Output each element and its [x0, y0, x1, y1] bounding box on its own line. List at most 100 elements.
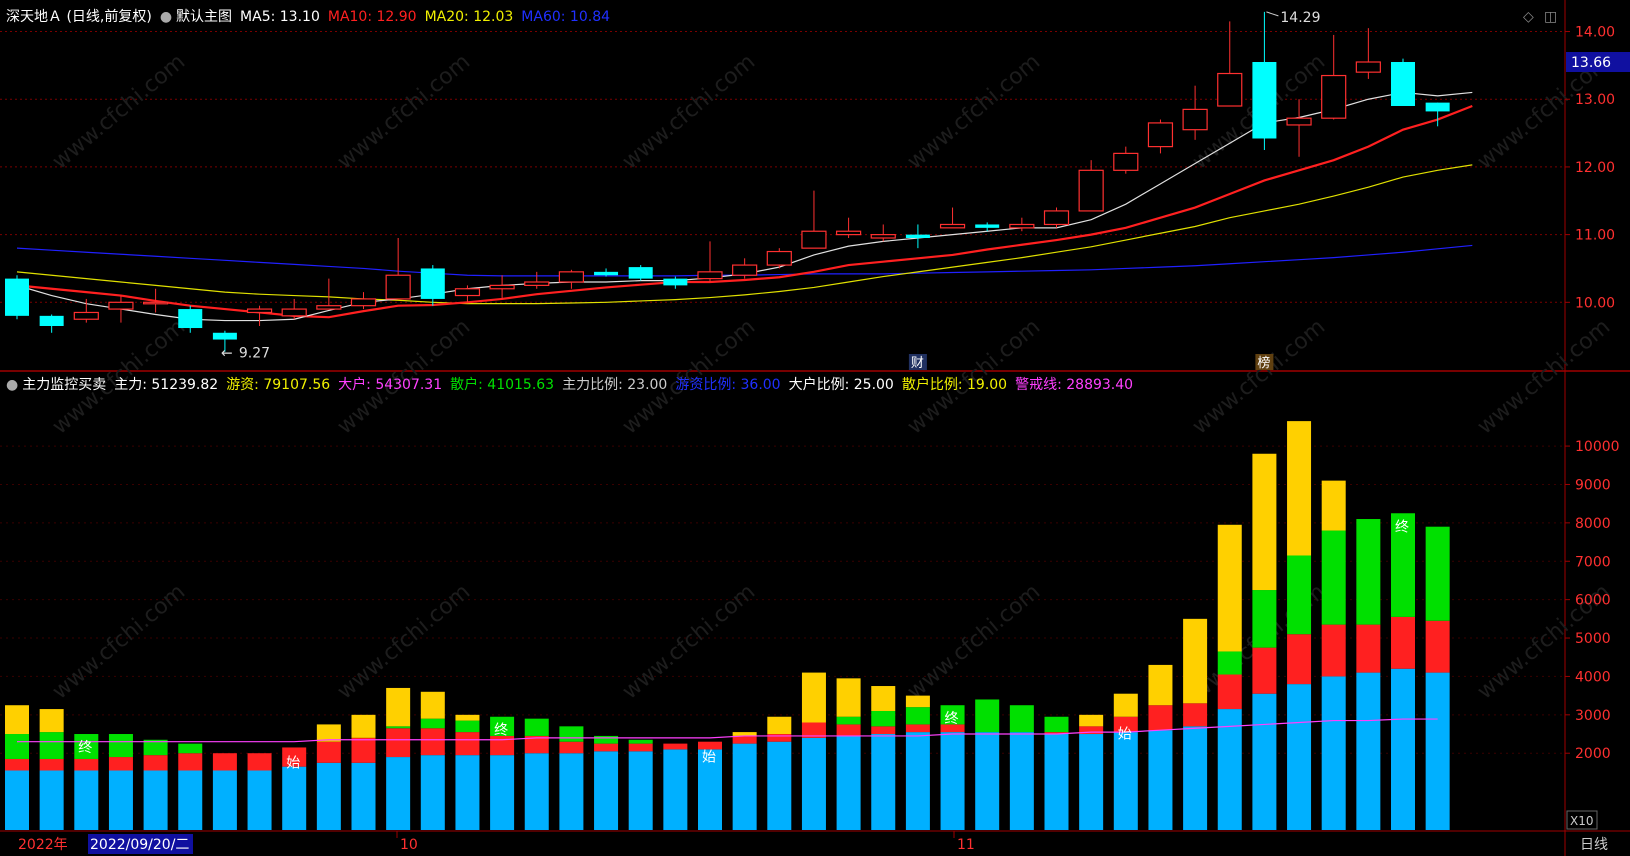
bar-segment-green[interactable] — [1425, 526, 1450, 621]
bar-segment-base[interactable] — [940, 732, 965, 830]
candle-body-down[interactable] — [975, 224, 1000, 228]
bar-segment-green[interactable] — [940, 705, 965, 725]
candle-body-up[interactable] — [454, 288, 481, 297]
bar-segment-red[interactable] — [663, 743, 688, 750]
template-circle-icon[interactable]: ● — [159, 9, 173, 25]
bar-segment-yellow[interactable] — [455, 714, 480, 721]
bar-segment-yellow[interactable] — [386, 687, 411, 727]
bar-segment-red[interactable] — [490, 735, 515, 756]
candle-body-up[interactable] — [732, 264, 758, 276]
bar-segment-green[interactable] — [108, 734, 133, 758]
event-tag-box[interactable] — [1255, 354, 1274, 370]
bar-segment-base[interactable] — [732, 743, 757, 830]
bar-segment-red[interactable] — [5, 758, 29, 771]
candle-body-up[interactable] — [1217, 72, 1243, 107]
bar-segment-green[interactable] — [1356, 519, 1381, 625]
bar-segment-base[interactable] — [282, 766, 307, 830]
bar-segment-green[interactable] — [871, 710, 896, 727]
bar-segment-red[interactable] — [282, 747, 307, 767]
bar-segment-red[interactable] — [143, 755, 168, 771]
candle-body-up[interactable] — [1182, 108, 1208, 131]
bar-segment-green[interactable] — [1287, 555, 1312, 635]
bar-segment-red[interactable] — [212, 753, 237, 771]
candle-body-down[interactable] — [663, 278, 688, 286]
bar-segment-red[interactable] — [1044, 732, 1069, 735]
bar-segment-base[interactable] — [143, 770, 168, 830]
bar-segment-green[interactable] — [178, 743, 203, 754]
bar-segment-red[interactable] — [39, 758, 64, 771]
bar-segment-base[interactable] — [767, 741, 792, 830]
template-label[interactable]: 默认主图 — [176, 9, 233, 25]
bar-segment-red[interactable] — [1287, 634, 1312, 685]
bar-segment-base[interactable] — [420, 755, 445, 830]
bar-segment-green[interactable] — [420, 718, 445, 729]
bar-segment-red[interactable] — [420, 728, 445, 756]
bar-segment-base[interactable] — [871, 734, 896, 830]
bar-segment-base[interactable] — [1321, 676, 1346, 830]
symbol-title[interactable]: 深天地Ａ (日线,前复权) — [6, 9, 152, 25]
bar-segment-red[interactable] — [1148, 705, 1173, 731]
bar-segment-base[interactable] — [698, 749, 722, 830]
bar-segment-base[interactable] — [247, 770, 272, 830]
candle-body-up[interactable] — [870, 234, 896, 239]
bar-segment-red[interactable] — [1079, 726, 1104, 735]
bar-segment-green[interactable] — [1391, 513, 1415, 617]
bar-segment-base[interactable] — [1113, 732, 1138, 830]
bar-segment-base[interactable] — [316, 762, 341, 830]
bar-segment-base[interactable] — [1217, 709, 1242, 830]
bar-segment-red[interactable] — [524, 735, 549, 754]
bar-segment-base[interactable] — [559, 753, 584, 830]
bar-segment-yellow[interactable] — [767, 716, 792, 735]
bar-segment-base[interactable] — [178, 770, 203, 830]
candle-body-up[interactable] — [489, 284, 515, 290]
bar-segment-base[interactable] — [1183, 726, 1208, 830]
candle-body-down[interactable] — [1425, 102, 1450, 112]
bar-segment-base[interactable] — [386, 757, 411, 830]
bar-segment-base[interactable] — [5, 770, 29, 830]
candle-body-down[interactable] — [178, 309, 203, 329]
bar-segment-yellow[interactable] — [1217, 524, 1242, 652]
candle-body-up[interactable] — [1043, 210, 1070, 226]
bar-segment-red[interactable] — [455, 732, 480, 756]
candle-body-down[interactable] — [420, 268, 445, 299]
bar-segment-green[interactable] — [1252, 590, 1277, 648]
bar-segment-green[interactable] — [1044, 716, 1069, 733]
candle-body-down[interactable] — [212, 332, 237, 340]
bar-segment-red[interactable] — [940, 724, 965, 733]
bar-segment-yellow[interactable] — [1287, 421, 1312, 556]
candle-body-up[interactable] — [246, 308, 273, 314]
bar-segment-yellow[interactable] — [316, 724, 341, 742]
bar-segment-base[interactable] — [1287, 684, 1312, 830]
candle-body-up[interactable] — [1286, 117, 1312, 126]
bar-segment-base[interactable] — [801, 737, 826, 830]
candle-body-up[interactable] — [1078, 169, 1104, 212]
bar-segment-red[interactable] — [178, 753, 203, 771]
candle-body-down[interactable] — [628, 267, 653, 279]
bar-segment-green[interactable] — [490, 716, 515, 736]
bar-segment-yellow[interactable] — [1252, 453, 1277, 591]
candle-body-down[interactable] — [1252, 62, 1277, 139]
bar-segment-green[interactable] — [1321, 530, 1346, 625]
bar-segment-base[interactable] — [490, 755, 515, 830]
bar-segment-base[interactable] — [455, 755, 480, 830]
candle-body-up[interactable] — [385, 274, 411, 300]
diamond-icon[interactable]: ◇ — [1523, 9, 1534, 25]
bar-segment-base[interactable] — [351, 762, 376, 830]
bar-segment-red[interactable] — [247, 753, 272, 771]
bar-segment-green[interactable] — [143, 739, 168, 756]
candle-body-down[interactable] — [905, 234, 930, 238]
bar-segment-green[interactable] — [905, 707, 930, 725]
bar-segment-green[interactable] — [386, 726, 411, 729]
bar-segment-yellow[interactable] — [1079, 714, 1104, 727]
candle-body-down[interactable] — [594, 271, 619, 276]
candle-body-up[interactable] — [1009, 223, 1035, 229]
bar-segment-green[interactable] — [559, 726, 584, 742]
bar-segment-base[interactable] — [74, 770, 99, 830]
bar-segment-green[interactable] — [836, 716, 861, 725]
bar-segment-yellow[interactable] — [1113, 693, 1138, 717]
bar-segment-base[interactable] — [1044, 734, 1069, 830]
bar-segment-base[interactable] — [1425, 672, 1450, 830]
bar-segment-yellow[interactable] — [871, 686, 896, 711]
bar-segment-base[interactable] — [1356, 672, 1381, 830]
bar-segment-base[interactable] — [836, 735, 861, 830]
